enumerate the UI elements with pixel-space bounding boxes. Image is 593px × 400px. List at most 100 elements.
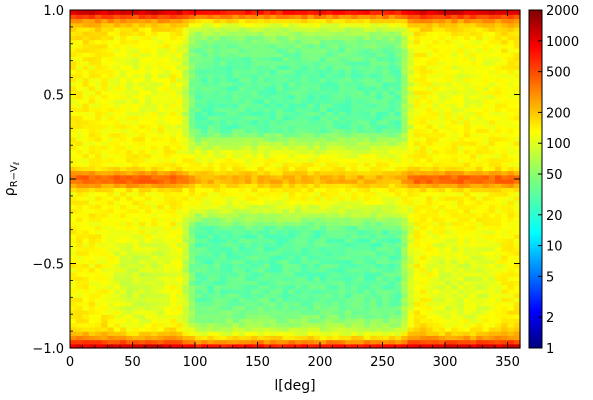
heatmap-cell — [370, 166, 377, 172]
heatmap-cell — [363, 81, 371, 87]
heatmap-cell — [95, 162, 102, 167]
heatmap-cell — [245, 119, 252, 125]
heatmap-cell — [170, 35, 177, 41]
heatmap-cell — [238, 343, 246, 349]
heatmap-cell — [195, 246, 202, 252]
heatmap-cell — [245, 195, 252, 201]
heatmap-cell — [320, 115, 327, 121]
heatmap-cell — [388, 10, 396, 15]
heatmap-cell — [320, 102, 327, 108]
heatmap-cell — [251, 98, 259, 104]
heatmap-cell — [113, 238, 121, 243]
heatmap-cell — [370, 179, 377, 184]
heatmap-cell — [288, 276, 296, 282]
heatmap-cell — [220, 14, 227, 20]
heatmap-cell — [88, 170, 96, 176]
heatmap-cell — [263, 77, 271, 83]
heatmap-cell — [445, 31, 452, 36]
heatmap-cell — [420, 81, 427, 87]
heatmap-cell — [107, 153, 115, 159]
heatmap-cell — [363, 280, 371, 286]
heatmap-cell — [445, 238, 452, 243]
heatmap-cell — [420, 140, 427, 146]
heatmap-cell — [388, 331, 396, 336]
heatmap-cell — [182, 107, 190, 112]
heatmap-cell — [82, 187, 90, 193]
heatmap-cell — [257, 102, 265, 108]
heatmap-cell — [182, 301, 190, 307]
heatmap-cell — [413, 212, 421, 218]
heatmap-cell — [182, 166, 190, 172]
heatmap-cell — [113, 195, 121, 201]
heatmap-cell — [95, 233, 102, 239]
heatmap-cell — [176, 263, 184, 269]
heatmap-cell — [407, 322, 415, 328]
heatmap-cell — [413, 255, 421, 260]
heatmap-cell — [213, 157, 221, 163]
heatmap-cell — [338, 301, 346, 307]
heatmap-cell — [88, 280, 96, 286]
heatmap-cell — [426, 221, 434, 227]
heatmap-cell — [163, 174, 171, 180]
heatmap-cell — [213, 221, 221, 227]
heatmap-cell — [213, 229, 221, 235]
heatmap-cell — [195, 69, 202, 74]
heatmap-cell — [132, 305, 140, 311]
heatmap-cell — [432, 10, 440, 15]
heatmap-cell — [332, 183, 340, 189]
heatmap-cell — [276, 208, 284, 214]
heatmap-cell — [257, 157, 265, 163]
heatmap-cell — [357, 229, 365, 235]
heatmap-cell — [307, 195, 315, 201]
heatmap-cell — [432, 200, 440, 205]
heatmap-cell — [213, 43, 221, 49]
heatmap-cell — [120, 48, 127, 53]
heatmap-cell — [395, 293, 402, 298]
heatmap-cell — [326, 170, 334, 176]
heatmap-cell — [195, 10, 202, 15]
heatmap-cell — [88, 119, 96, 125]
heatmap-cell — [282, 339, 290, 345]
heatmap-cell — [451, 69, 459, 74]
heatmap-cell — [332, 217, 340, 222]
heatmap-cell — [107, 208, 115, 214]
heatmap-cell — [420, 318, 427, 324]
heatmap-cell — [238, 145, 246, 151]
heatmap-cell — [245, 115, 252, 121]
heatmap-cell — [157, 284, 165, 290]
heatmap-cell — [238, 255, 246, 260]
heatmap-cell — [95, 94, 102, 100]
heatmap-cell — [326, 98, 334, 104]
heatmap-cell — [257, 314, 265, 320]
heatmap-cell — [313, 238, 321, 243]
heatmap-cell — [288, 81, 296, 87]
heatmap-cell — [295, 318, 302, 324]
heatmap-cell — [226, 183, 234, 189]
heatmap-cell — [138, 69, 146, 74]
heatmap-cell — [163, 128, 171, 134]
heatmap-cell — [257, 250, 265, 256]
heatmap-cell — [195, 309, 202, 315]
heatmap-cell — [251, 140, 259, 146]
heatmap-cell — [426, 145, 434, 151]
heatmap-cell — [438, 217, 446, 222]
heatmap-cell — [126, 200, 134, 205]
heatmap-cell — [226, 157, 234, 163]
heatmap-cell — [413, 128, 421, 134]
heatmap-cell — [263, 162, 271, 167]
heatmap-cell — [426, 259, 434, 265]
heatmap-cell — [388, 43, 396, 49]
heatmap-cell — [295, 343, 302, 349]
heatmap-cell — [345, 56, 352, 62]
heatmap-cell — [207, 221, 215, 227]
heatmap-cell — [376, 280, 384, 286]
heatmap-cell — [145, 331, 152, 336]
heatmap-cell — [70, 31, 77, 36]
heatmap-cell — [182, 94, 190, 100]
heatmap-cell — [170, 18, 177, 24]
heatmap-cell — [82, 191, 90, 197]
heatmap-cell — [170, 242, 177, 248]
heatmap-cell — [245, 132, 252, 138]
heatmap-cell — [345, 271, 352, 277]
heatmap-cell — [251, 297, 259, 303]
